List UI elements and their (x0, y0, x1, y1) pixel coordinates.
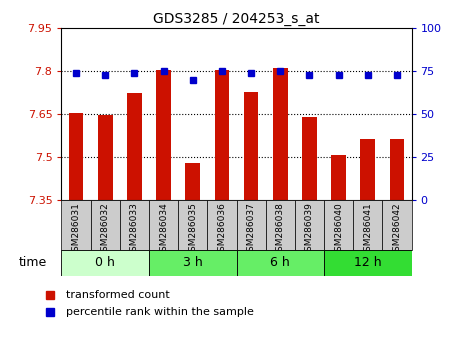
Bar (324, 250, 412, 276)
Bar (295, 200, 324, 250)
Text: GSM286041: GSM286041 (363, 202, 372, 257)
Bar (207, 200, 236, 250)
Bar (149, 200, 178, 250)
Text: GSM286032: GSM286032 (101, 202, 110, 257)
Text: 6 h: 6 h (271, 256, 290, 269)
Bar (236, 250, 324, 276)
Text: GSM286036: GSM286036 (218, 202, 227, 257)
Bar (61, 250, 149, 276)
Bar (120, 200, 149, 250)
Text: GSM286042: GSM286042 (393, 202, 402, 257)
Text: percentile rank within the sample: percentile rank within the sample (66, 307, 254, 318)
Text: GSM286039: GSM286039 (305, 202, 314, 257)
Bar (236, 200, 266, 250)
Text: transformed count: transformed count (66, 290, 170, 300)
Text: GSM286040: GSM286040 (334, 202, 343, 257)
Bar (61, 200, 91, 250)
Bar (266, 200, 295, 250)
Title: GDS3285 / 204253_s_at: GDS3285 / 204253_s_at (153, 12, 320, 26)
Bar (324, 200, 353, 250)
Text: GSM286038: GSM286038 (276, 202, 285, 257)
Bar (360, 139, 375, 200)
Text: GSM286037: GSM286037 (246, 202, 255, 257)
Bar (353, 200, 382, 250)
Text: time: time (18, 256, 47, 269)
Text: 0 h: 0 h (95, 256, 115, 269)
Text: GSM286035: GSM286035 (188, 202, 197, 257)
Bar (244, 92, 258, 200)
Text: GSM286033: GSM286033 (130, 202, 139, 257)
Bar (273, 68, 288, 200)
Bar (382, 200, 412, 250)
Text: 3 h: 3 h (183, 256, 202, 269)
Bar (185, 164, 200, 200)
Bar (390, 139, 404, 200)
Bar (156, 70, 171, 200)
Text: GSM286031: GSM286031 (71, 202, 80, 257)
Bar (98, 115, 113, 200)
Bar (331, 155, 346, 200)
Bar (91, 200, 120, 250)
Bar (149, 250, 236, 276)
Text: 12 h: 12 h (354, 256, 382, 269)
Text: GSM286034: GSM286034 (159, 202, 168, 257)
Bar (69, 113, 83, 200)
Bar (302, 117, 317, 200)
Bar (127, 93, 142, 200)
Bar (178, 200, 207, 250)
Bar (215, 70, 229, 200)
